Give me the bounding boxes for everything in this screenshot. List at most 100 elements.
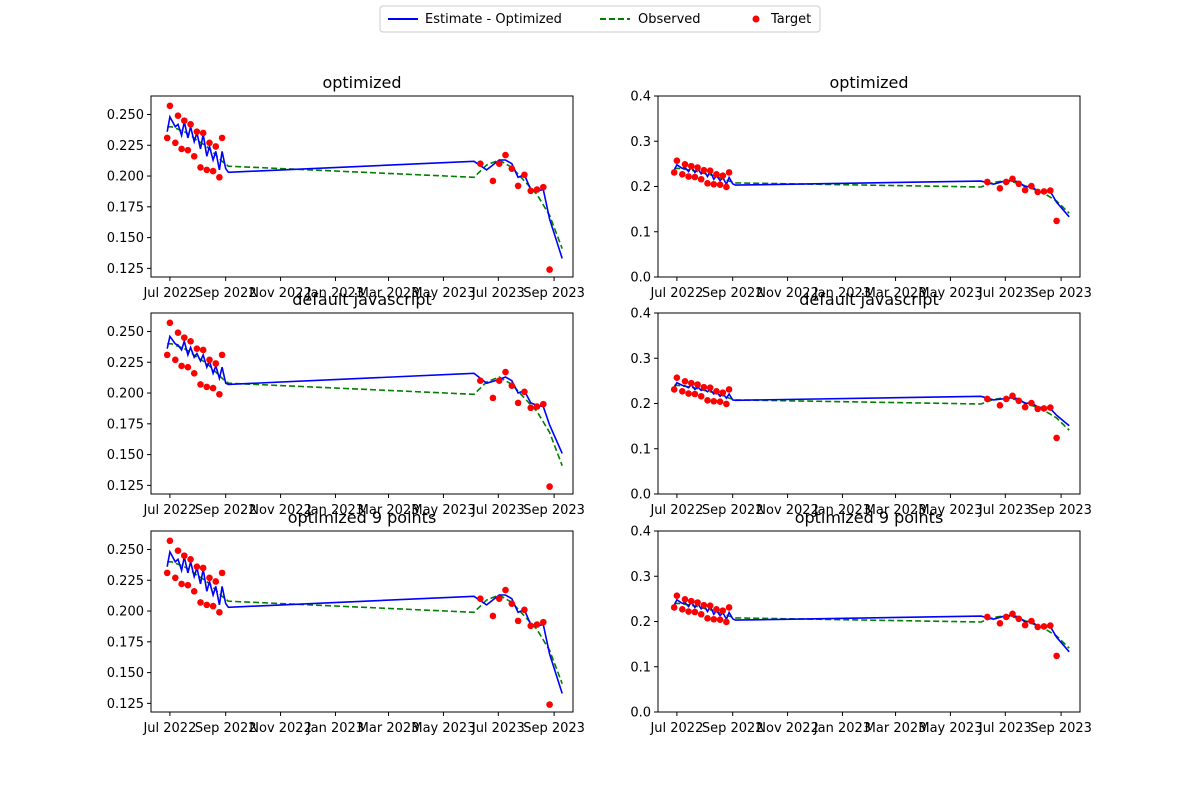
plot-area [670, 592, 1070, 660]
y-tick-label: 0.175 [107, 635, 144, 650]
target-point [216, 390, 223, 398]
target-point [209, 167, 217, 175]
y-tick-label: 0.200 [107, 170, 144, 185]
target-point [540, 183, 547, 191]
target-point [1028, 399, 1035, 407]
target-point [197, 164, 204, 171]
target-point [713, 605, 720, 613]
target-point [1040, 405, 1048, 412]
target-point [706, 384, 714, 391]
target-point [1009, 175, 1016, 183]
target-point [1015, 397, 1023, 405]
target-point [700, 601, 708, 609]
x-tick-label: Mar 2023 [358, 286, 420, 301]
x-tick-label: Sep 2022 [195, 286, 257, 301]
axes-frame [150, 530, 574, 713]
subplot-title: optimized [322, 73, 401, 92]
target-point [678, 170, 686, 178]
target-point [489, 394, 497, 402]
target-point [206, 574, 213, 582]
target-point [502, 586, 509, 594]
target-point [212, 360, 220, 367]
target-point [190, 153, 198, 160]
target-point [697, 392, 705, 400]
target-point [193, 128, 201, 136]
target-point [174, 547, 182, 555]
target-point [1009, 392, 1016, 400]
target-point [187, 121, 194, 128]
target-point [216, 608, 223, 616]
target-point [184, 146, 192, 154]
target-point [533, 621, 541, 628]
target-point [184, 581, 192, 589]
x-tick-label: Sep 2023 [523, 286, 585, 301]
y-tick-label: 0.4 [630, 90, 651, 105]
target-point [521, 388, 528, 396]
target-point [180, 334, 188, 341]
y-tick-label: 0.125 [107, 697, 144, 712]
target-point [521, 171, 528, 179]
target-point [984, 395, 991, 403]
x-tick-label: Sep 2023 [1030, 286, 1092, 301]
target-point [187, 556, 194, 563]
x-tick-label: May 2023 [411, 721, 475, 736]
target-point [540, 618, 547, 626]
target-point [685, 608, 692, 615]
y-tick-label: 0.1 [630, 660, 651, 675]
target-point [725, 386, 733, 393]
target-point [218, 134, 226, 142]
target-point [1028, 617, 1035, 625]
target-point [713, 170, 720, 178]
estimate-line [673, 598, 1070, 653]
target-point [725, 169, 733, 176]
x-tick-label: Jul 2022 [649, 286, 703, 301]
y-tick-label: 0.175 [107, 200, 144, 215]
axes-frame [150, 312, 574, 495]
target-point [174, 112, 182, 120]
observed-line [167, 342, 563, 466]
target-point [723, 618, 730, 626]
observed-line [674, 602, 1070, 649]
target-point [209, 602, 217, 610]
target-point [218, 351, 226, 359]
y-tick-label: 0.200 [107, 387, 144, 402]
subplot-1: optimized 0.125 0.150 0.175 0.200 0.225 0.250 J… [107, 73, 585, 301]
target-point [206, 356, 213, 364]
target-point [1047, 187, 1054, 194]
estimate-line [166, 334, 563, 454]
target-point [212, 578, 220, 585]
target-point [521, 606, 528, 614]
x-tick-label: Nov 2022 [249, 286, 312, 301]
x-tick-label: Jul 2022 [142, 286, 196, 301]
target-point [199, 129, 207, 137]
target-point [700, 166, 708, 174]
y-tick-label: 0.0 [630, 271, 651, 286]
target-point [495, 595, 503, 603]
target-point [1053, 217, 1060, 225]
target-point [477, 595, 484, 603]
y-tick-label: 0.225 [107, 356, 144, 371]
x-tick-label: Sep 2022 [702, 286, 764, 301]
target-point [540, 400, 547, 408]
x-tick-label: Sep 2022 [195, 721, 257, 736]
plot-area [670, 374, 1070, 442]
target-point [502, 151, 509, 159]
subplot-title: optimized 9 points [795, 508, 944, 527]
target-point [527, 622, 535, 630]
target-point [673, 374, 681, 382]
target-point [508, 165, 516, 172]
target-point [1053, 652, 1060, 660]
target-point [1015, 180, 1023, 188]
observed-line [674, 167, 1070, 214]
x-tick-label: Jul 2022 [649, 503, 703, 518]
target-point [1034, 188, 1042, 196]
target-point [180, 552, 188, 559]
x-tick-label: Mar 2023 [865, 503, 927, 518]
target-point [1053, 434, 1060, 442]
x-tick-label: Jul 2023 [471, 503, 525, 518]
x-tick-label: May 2023 [411, 503, 475, 518]
y-tick-label: 0.3 [630, 135, 651, 150]
target-point [984, 613, 991, 621]
target-point [710, 180, 718, 188]
axes-frame [150, 95, 574, 278]
